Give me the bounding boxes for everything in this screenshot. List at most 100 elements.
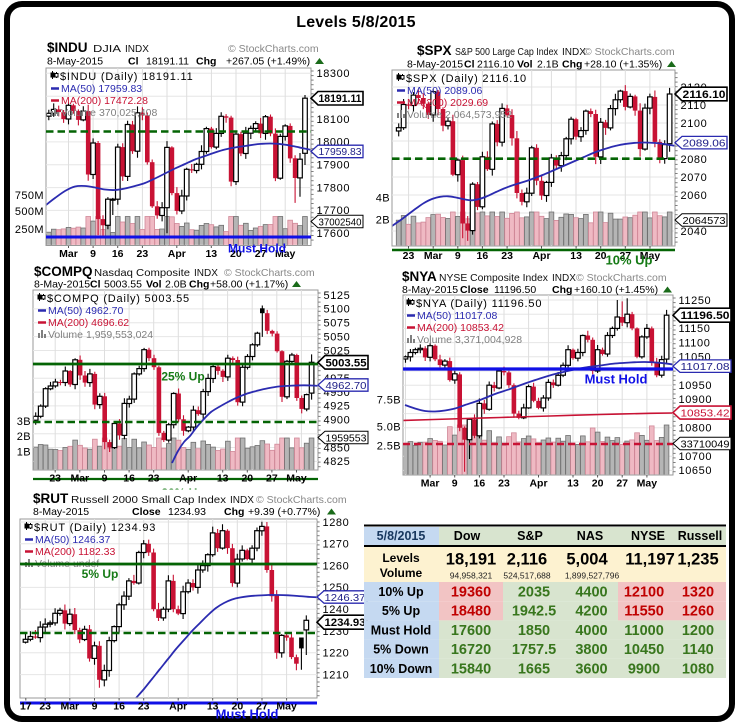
- svg-text:MA(50) 2089.06: MA(50) 2089.06: [407, 85, 482, 97]
- svg-text:INDX: INDX: [562, 47, 586, 58]
- svg-text:Nasdaq Composite: Nasdaq Composite: [94, 267, 190, 279]
- svg-text:Mar: Mar: [70, 473, 89, 485]
- svg-text:S&P: S&P: [517, 529, 543, 543]
- svg-text:18300: 18300: [317, 68, 351, 80]
- svg-text:Apr: Apr: [529, 478, 547, 490]
- svg-text:5,004: 5,004: [566, 551, 608, 569]
- svg-text:1260: 1260: [323, 560, 350, 572]
- svg-text:16720: 16720: [451, 642, 491, 658]
- svg-text:2B: 2B: [376, 215, 390, 227]
- svg-text:Cl: Cl: [90, 279, 101, 291]
- svg-text:10% Up: 10% Up: [606, 253, 653, 268]
- svg-text:2.0B: 2.0B: [165, 279, 187, 291]
- svg-text:1270: 1270: [323, 539, 350, 551]
- svg-text:Mar: Mar: [60, 701, 79, 713]
- svg-text:25% Up: 25% Up: [161, 370, 204, 384]
- svg-text:4B: 4B: [376, 193, 390, 205]
- svg-text:Must Hold: Must Hold: [228, 242, 286, 256]
- svg-text:Mar: Mar: [59, 248, 78, 260]
- svg-text:$RUT (Daily) 1234.93: $RUT (Daily) 1234.93: [34, 522, 156, 534]
- svg-text:8-May-2015: 8-May-2015: [34, 279, 90, 291]
- svg-text:18100: 18100: [317, 114, 351, 126]
- svg-text:20: 20: [241, 473, 253, 485]
- svg-text:MA(50) 17959.83: MA(50) 17959.83: [61, 83, 142, 95]
- svg-text:MA(50) 11017.08: MA(50) 11017.08: [417, 310, 498, 322]
- svg-text:11196.50: 11196.50: [681, 310, 730, 322]
- svg-text:May: May: [276, 701, 297, 713]
- svg-text:16: 16: [123, 473, 135, 485]
- svg-text:2100: 2100: [681, 118, 708, 130]
- svg-text:Russell 2000 Small Cap Index: Russell 2000 Small Cap Index: [71, 494, 227, 506]
- svg-text:17900: 17900: [317, 160, 351, 172]
- svg-text:23: 23: [138, 701, 150, 713]
- svg-text:Chg: Chg: [224, 506, 244, 518]
- svg-text:13: 13: [567, 478, 579, 490]
- svg-text:5075: 5075: [324, 318, 351, 330]
- svg-text:1260: 1260: [682, 604, 714, 620]
- svg-text:+58.00 (+1.17%): +58.00 (+1.17%): [210, 279, 288, 291]
- svg-text:MA(200) 2029.69: MA(200) 2029.69: [407, 97, 488, 109]
- svg-text:27: 27: [255, 248, 267, 260]
- svg-text:11150: 11150: [679, 323, 711, 335]
- svg-text:10450: 10450: [624, 642, 664, 658]
- svg-text:9: 9: [102, 473, 108, 485]
- svg-text:13: 13: [207, 701, 219, 713]
- svg-text:1280: 1280: [323, 517, 350, 529]
- svg-text:23: 23: [501, 250, 513, 262]
- svg-text:$NYA (Daily) 11196.50: $NYA (Daily) 11196.50: [416, 298, 542, 310]
- svg-text:1210: 1210: [323, 669, 350, 681]
- svg-text:1,899,527,796: 1,899,527,796: [565, 571, 620, 581]
- svg-text:27: 27: [256, 701, 268, 713]
- svg-text:NAS: NAS: [577, 529, 603, 543]
- svg-text:2070: 2070: [681, 172, 708, 184]
- svg-text:11,197: 11,197: [625, 551, 675, 569]
- svg-text:17800: 17800: [317, 182, 351, 194]
- svg-text:11196.50: 11196.50: [494, 284, 536, 296]
- svg-text:4200: 4200: [575, 604, 607, 620]
- svg-text:18191.11: 18191.11: [146, 56, 189, 68]
- svg-text:9: 9: [452, 478, 458, 490]
- svg-text:17700: 17700: [317, 205, 351, 217]
- svg-text:10% Down: 10% Down: [370, 662, 433, 676]
- svg-text:© StockCharts.com: © StockCharts.com: [224, 267, 315, 279]
- svg-text:5100: 5100: [324, 304, 351, 316]
- svg-text:$COMPQ: $COMPQ: [34, 264, 93, 279]
- svg-text:23: 23: [49, 473, 61, 485]
- svg-text:11550: 11550: [624, 604, 664, 620]
- svg-text:1246.37: 1246.37: [325, 592, 366, 604]
- svg-text:20: 20: [230, 248, 242, 260]
- svg-text:7.5B: 7.5B: [377, 395, 401, 407]
- svg-text:Volume 370,025,408: Volume 370,025,408: [61, 107, 157, 119]
- svg-text:11017.08: 11017.08: [681, 361, 730, 373]
- svg-text:5003.55: 5003.55: [104, 279, 142, 291]
- svg-text:+9.39 (+0.77%): +9.39 (+0.77%): [248, 506, 320, 518]
- svg-text:2064573: 2064573: [683, 215, 726, 227]
- svg-text:S&P 500 Large Cap Index: S&P 500 Large Cap Index: [455, 46, 559, 58]
- svg-text:5% Down: 5% Down: [373, 643, 429, 657]
- svg-text:$INDU (Daily) 18191.11: $INDU (Daily) 18191.11: [60, 71, 194, 83]
- svg-text:5% Up: 5% Up: [82, 567, 119, 581]
- svg-text:2,116: 2,116: [507, 551, 547, 569]
- svg-text:1959553: 1959553: [326, 432, 367, 444]
- svg-text:Cl: Cl: [128, 56, 139, 68]
- svg-text:5.0B: 5.0B: [377, 422, 401, 434]
- svg-text:8-May-2015: 8-May-2015: [407, 59, 463, 71]
- svg-text:9900: 9900: [628, 661, 660, 677]
- svg-text:27: 27: [616, 478, 628, 490]
- svg-text:18480: 18480: [451, 604, 491, 620]
- svg-text:Apr: Apr: [169, 701, 187, 713]
- svg-text:13: 13: [217, 473, 229, 485]
- svg-text:16: 16: [113, 701, 125, 713]
- svg-text:16: 16: [477, 250, 489, 262]
- svg-text:17600: 17600: [317, 228, 351, 240]
- svg-text:May: May: [286, 473, 307, 485]
- svg-text:Must Hold: Must Hold: [585, 372, 648, 387]
- svg-text:$NYA: $NYA: [402, 269, 437, 284]
- svg-text:23: 23: [498, 478, 510, 490]
- svg-text:+267.05 (+1.49%): +267.05 (+1.49%): [226, 56, 310, 68]
- svg-text:10700: 10700: [679, 451, 713, 463]
- svg-text:12100: 12100: [624, 585, 664, 601]
- svg-text:Chg: Chg: [552, 284, 572, 296]
- svg-text:DJIA: DJIA: [93, 43, 121, 55]
- svg-text:10650: 10650: [679, 465, 713, 477]
